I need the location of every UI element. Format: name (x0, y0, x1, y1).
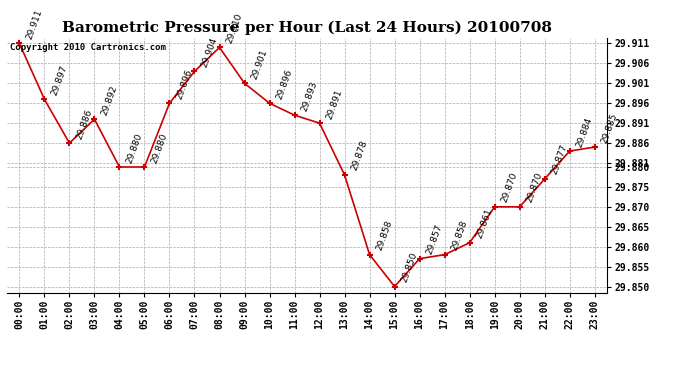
Text: 29.891: 29.891 (325, 88, 344, 120)
Text: 29.886: 29.886 (75, 108, 95, 140)
Text: 29.858: 29.858 (450, 219, 469, 252)
Text: 29.893: 29.893 (300, 80, 319, 112)
Text: 29.897: 29.897 (50, 64, 69, 96)
Text: 29.870: 29.870 (525, 171, 544, 204)
Text: 29.878: 29.878 (350, 140, 369, 172)
Text: 29.858: 29.858 (375, 219, 395, 252)
Text: 29.884: 29.884 (575, 116, 594, 148)
Title: Barometric Pressure per Hour (Last 24 Hours) 20100708: Barometric Pressure per Hour (Last 24 Ho… (62, 21, 552, 35)
Text: 29.850: 29.850 (400, 251, 420, 284)
Text: 29.870: 29.870 (500, 171, 520, 204)
Text: 29.910: 29.910 (225, 12, 244, 45)
Text: 29.904: 29.904 (200, 36, 219, 69)
Text: 29.892: 29.892 (100, 84, 119, 116)
Text: 29.880: 29.880 (150, 132, 169, 164)
Text: 29.911: 29.911 (25, 8, 44, 41)
Text: 29.880: 29.880 (125, 132, 144, 164)
Text: Copyright 2010 Cartronics.com: Copyright 2010 Cartronics.com (10, 43, 166, 52)
Text: 29.861: 29.861 (475, 207, 495, 240)
Text: 29.896: 29.896 (175, 68, 195, 100)
Text: 29.877: 29.877 (550, 144, 569, 176)
Text: 29.896: 29.896 (275, 68, 295, 100)
Text: 29.901: 29.901 (250, 48, 269, 81)
Text: 29.857: 29.857 (425, 223, 444, 256)
Text: 29.885: 29.885 (600, 112, 620, 144)
